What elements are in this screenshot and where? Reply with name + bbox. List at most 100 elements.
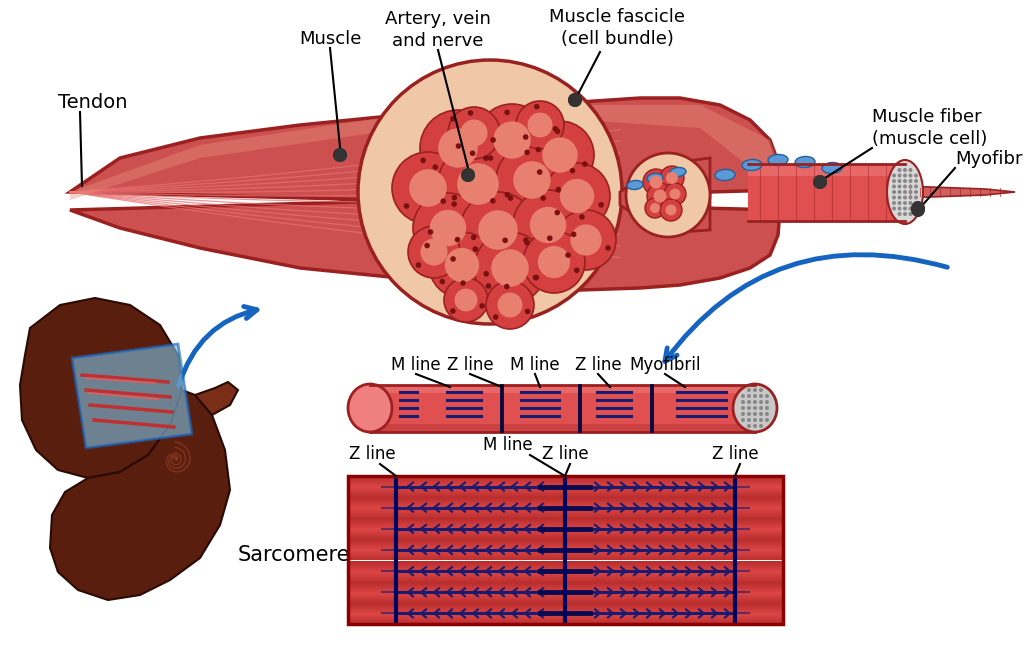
Circle shape (513, 161, 551, 199)
Circle shape (410, 169, 446, 206)
Circle shape (358, 60, 622, 324)
Ellipse shape (670, 168, 686, 177)
Bar (348, 617, 783, 618)
Polygon shape (903, 186, 1015, 198)
Circle shape (544, 163, 610, 229)
Text: Myofibril: Myofibril (955, 150, 1024, 168)
Circle shape (476, 104, 548, 176)
Bar (370, 385, 755, 393)
Bar (348, 546, 783, 548)
Bar (348, 600, 783, 602)
Circle shape (451, 308, 456, 314)
Circle shape (529, 207, 566, 243)
Circle shape (753, 406, 757, 410)
Circle shape (474, 232, 546, 304)
Bar (348, 526, 783, 527)
Bar (348, 486, 783, 487)
Bar (348, 500, 783, 501)
Circle shape (494, 121, 530, 159)
Ellipse shape (887, 160, 923, 224)
Bar (348, 610, 783, 611)
Circle shape (903, 212, 907, 216)
Bar (348, 479, 783, 480)
Circle shape (526, 121, 594, 189)
Bar (348, 507, 783, 508)
Bar (348, 523, 783, 524)
Ellipse shape (647, 174, 663, 183)
Circle shape (903, 195, 907, 199)
Polygon shape (70, 105, 780, 200)
Bar (348, 622, 783, 623)
Bar (348, 577, 783, 579)
Circle shape (524, 308, 530, 314)
Bar (348, 615, 783, 616)
Bar (348, 598, 783, 599)
Polygon shape (72, 344, 193, 448)
Circle shape (523, 237, 528, 243)
Bar (348, 605, 783, 606)
Text: M line: M line (483, 436, 532, 454)
Circle shape (897, 201, 901, 205)
Circle shape (444, 278, 488, 322)
Bar (348, 557, 783, 559)
Bar (348, 477, 783, 478)
Circle shape (892, 184, 896, 188)
Circle shape (536, 147, 542, 152)
Circle shape (660, 199, 682, 221)
Circle shape (892, 195, 896, 199)
Bar (348, 488, 783, 489)
Circle shape (523, 134, 528, 140)
Bar (348, 586, 783, 587)
Circle shape (746, 400, 751, 404)
Bar (348, 515, 783, 516)
Circle shape (908, 184, 912, 188)
Bar (348, 510, 783, 511)
Bar (348, 555, 783, 557)
Circle shape (753, 400, 757, 404)
Circle shape (746, 418, 751, 422)
Circle shape (485, 283, 492, 289)
Circle shape (523, 231, 585, 293)
Circle shape (670, 188, 681, 199)
Circle shape (892, 174, 896, 177)
Bar (348, 495, 783, 496)
Circle shape (461, 119, 487, 146)
Bar (348, 535, 783, 536)
Bar (348, 619, 783, 620)
Circle shape (741, 400, 745, 404)
Circle shape (496, 144, 568, 216)
Text: M line: M line (510, 356, 560, 374)
Circle shape (914, 201, 918, 205)
Circle shape (666, 172, 678, 184)
Bar (348, 490, 783, 491)
Bar (348, 485, 783, 486)
Circle shape (538, 246, 570, 278)
Circle shape (543, 137, 578, 173)
Circle shape (908, 206, 912, 210)
Circle shape (759, 418, 763, 422)
Ellipse shape (742, 159, 762, 170)
Bar (348, 531, 783, 532)
Circle shape (753, 418, 757, 422)
Circle shape (333, 148, 347, 162)
Bar (348, 604, 783, 605)
Circle shape (498, 293, 522, 317)
Bar (348, 527, 783, 528)
Text: Z line: Z line (542, 445, 589, 463)
Bar (348, 511, 783, 512)
Bar (348, 606, 783, 607)
Polygon shape (748, 164, 905, 221)
Circle shape (741, 394, 745, 398)
Circle shape (478, 210, 518, 250)
Circle shape (598, 202, 604, 208)
Circle shape (457, 163, 499, 205)
Circle shape (461, 168, 475, 182)
Bar (348, 524, 783, 525)
Circle shape (505, 192, 510, 197)
Bar (348, 502, 783, 503)
Bar (348, 494, 783, 495)
Bar (348, 618, 783, 619)
Circle shape (914, 195, 918, 199)
Text: Muscle fiber
(muscle cell): Muscle fiber (muscle cell) (872, 108, 987, 148)
Circle shape (908, 179, 912, 183)
